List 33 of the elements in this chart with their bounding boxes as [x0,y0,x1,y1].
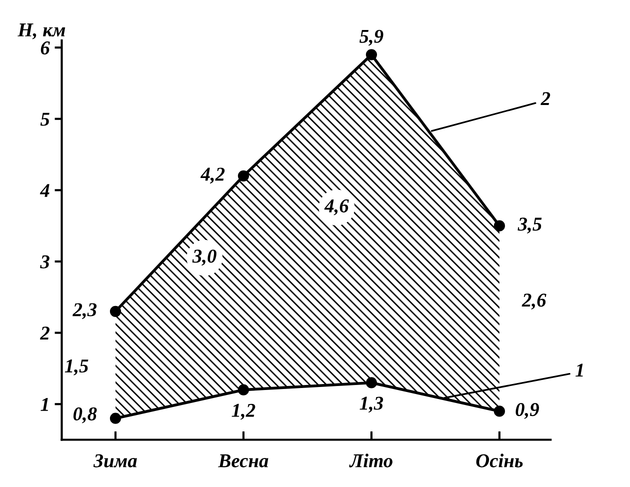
point [110,306,122,317]
annotation: 2,6 [522,294,546,310]
x-tick-label: Літо [349,454,392,468]
point [494,220,505,232]
annotation: 3,0 [192,250,216,266]
data-label: 3,5 [518,218,542,234]
annotation: 4,6 [324,199,349,216]
point [238,384,250,396]
data-label: 0,9 [516,402,540,419]
annotation: 1,5 [64,360,88,376]
x-tick-label: Зима [93,454,137,468]
data-label: 1,3 [360,396,384,413]
point [110,412,122,424]
x-tick-label: Осінь [476,454,523,468]
y-axis-title: H, км [18,24,66,40]
text: 2 [540,92,550,105]
y-tick-label: 6 [40,41,50,54]
y-tick-label: 4 [40,184,50,197]
data-label: 5,9 [360,30,384,46]
point [366,49,378,60]
x-tick-label: Весна [218,454,268,468]
y-tick-label: 5 [40,112,50,126]
point [366,377,378,388]
point [238,170,250,182]
data-label: 0,8 [73,407,97,424]
y-tick-label: 3 [40,255,50,268]
data-label: 1,2 [232,404,256,420]
text: 1 [576,364,583,377]
data-label: 2,3 [72,303,97,320]
data-label: 4,2 [200,168,225,184]
y-tick-label: 1 [40,398,48,411]
point [494,406,505,417]
y-tick-label: 2 [40,326,50,340]
